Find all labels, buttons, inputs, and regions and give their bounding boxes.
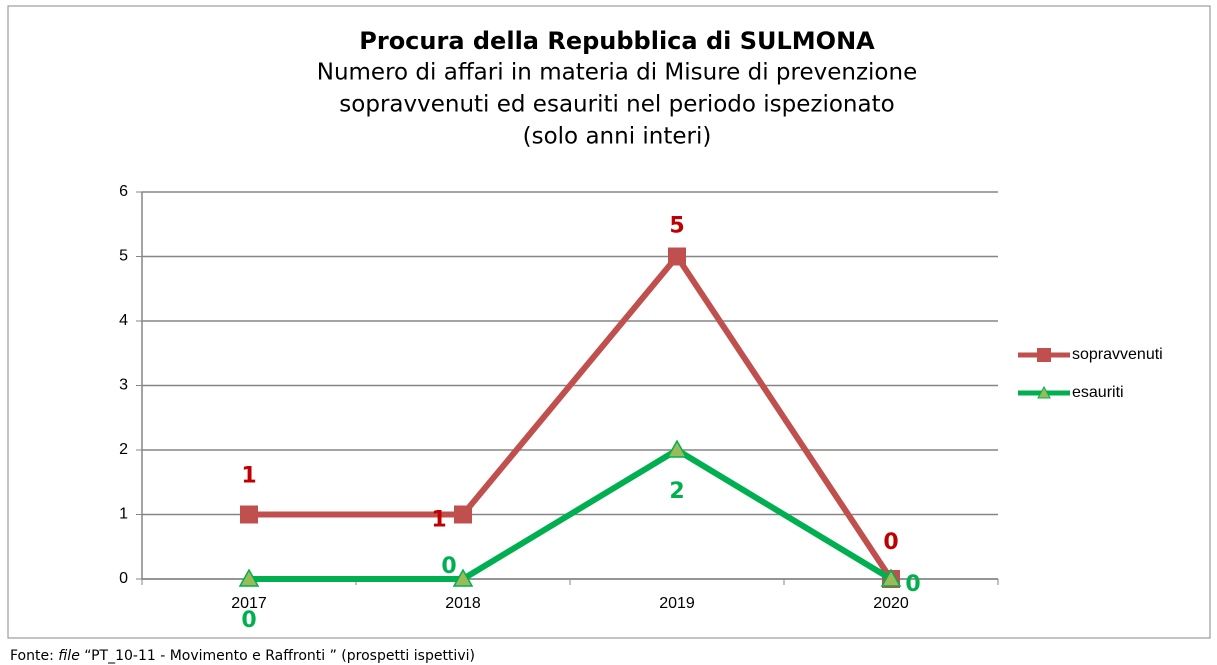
y-tick-label: 6 xyxy=(119,183,128,200)
marker xyxy=(452,568,474,587)
chart-subtitle: sopravvenuti ed esauriti nel periodo isp… xyxy=(339,92,894,118)
marker xyxy=(238,568,260,587)
data-label: 0 xyxy=(441,554,456,579)
data-label: 1 xyxy=(241,464,256,489)
series-line xyxy=(249,447,893,582)
marker xyxy=(880,568,902,587)
legend-label: esauriti xyxy=(1072,384,1124,401)
x-tick-label: 2019 xyxy=(659,595,695,612)
data-label: 0 xyxy=(905,572,920,597)
chart-frame xyxy=(7,5,1211,639)
data-label: 0 xyxy=(241,608,256,633)
data-label: 2 xyxy=(669,479,684,504)
marker xyxy=(666,439,688,458)
x-tick-label: 2017 xyxy=(231,595,267,612)
legend-label: sopravvenuti xyxy=(1072,346,1163,363)
source-note: Fonte: file “PT_10-11 - Movimento e Raff… xyxy=(10,648,475,664)
chart-subtitle: Numero di affari in materia di Misure di… xyxy=(317,60,917,86)
chart-title: Procura della Repubblica di SULMONA xyxy=(359,27,875,55)
y-tick-label: 2 xyxy=(119,441,128,458)
legend-marker xyxy=(1037,385,1051,399)
x-tick-label: 2018 xyxy=(445,595,481,612)
source-part: “PT_10-11 - Movimento e Raffronti ” (pro… xyxy=(80,648,475,664)
source-part: file xyxy=(58,648,80,664)
y-tick-label: 0 xyxy=(119,570,128,587)
legend-marker xyxy=(1037,348,1051,362)
data-label: 5 xyxy=(669,214,684,239)
chart-subtitle: (solo anni interi) xyxy=(523,124,712,150)
marker xyxy=(668,247,686,266)
source-part: Fonte: xyxy=(10,648,58,664)
x-tick-label: 2020 xyxy=(873,595,909,612)
marker xyxy=(454,505,472,524)
y-tick-label: 5 xyxy=(119,248,128,265)
data-label: 0 xyxy=(883,530,898,555)
data-label: 1 xyxy=(431,508,446,533)
marker xyxy=(240,505,258,524)
series-line xyxy=(249,253,894,581)
y-tick-label: 1 xyxy=(119,506,128,523)
y-tick-label: 4 xyxy=(119,312,128,329)
y-tick-label: 3 xyxy=(119,377,128,394)
